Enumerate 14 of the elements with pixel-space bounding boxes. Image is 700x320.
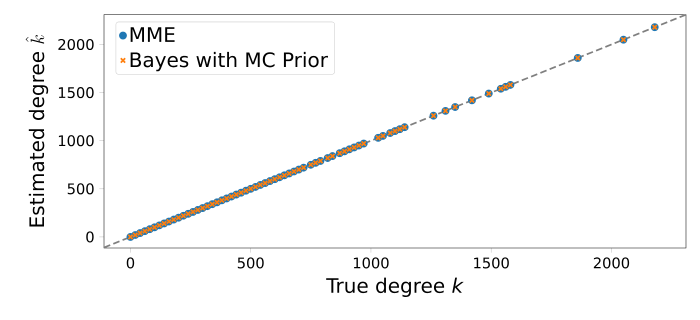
y-tick-label: 0	[86, 231, 94, 242]
x-tick-label: 2000	[594, 257, 630, 268]
y-tick-label: 2000	[58, 38, 94, 50]
legend-label: Bayes with MC Prior	[130, 52, 328, 72]
x-tick-label: 500	[238, 257, 264, 268]
y-tick-label: 500	[68, 183, 94, 194]
x-axis-title: True degree k	[326, 278, 464, 297]
legend-label: MME	[130, 27, 175, 42]
y-tick-label: 1500	[58, 87, 94, 98]
x-tick-label: 0	[126, 257, 134, 268]
y-tick-label: 1000	[58, 135, 94, 146]
x-tick-label: 1500	[474, 257, 509, 268]
y-axis-title: $\text{Estimated degree }\hat{k}$	[26, 35, 48, 226]
x-tick-label: 1000	[354, 257, 389, 268]
